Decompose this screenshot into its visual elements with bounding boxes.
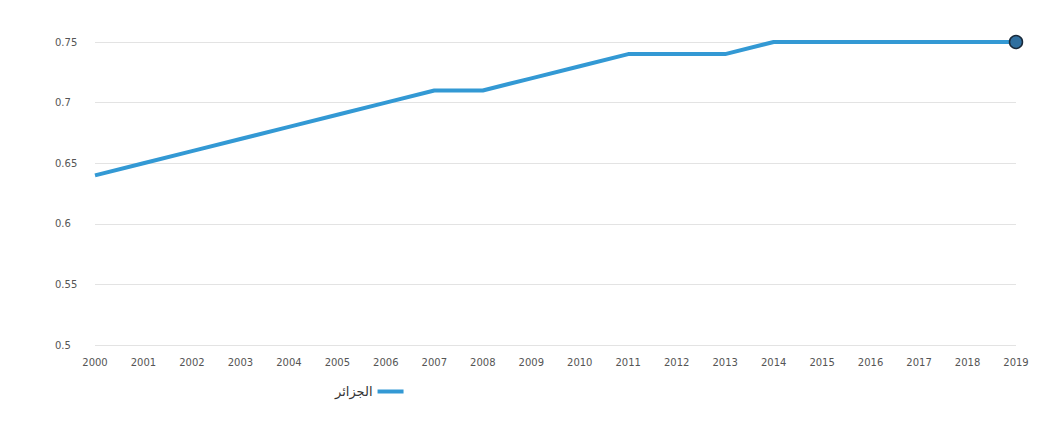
svg-text:2008: 2008 [470,357,495,368]
svg-text:2006: 2006 [373,357,398,368]
svg-text:2013: 2013 [712,357,737,368]
svg-text:0.55: 0.55 [55,279,77,290]
svg-text:0.6: 0.6 [55,218,71,229]
svg-text:2017: 2017 [906,357,931,368]
svg-text:2019: 2019 [1003,357,1028,368]
svg-text:2010: 2010 [567,357,592,368]
svg-text:2001: 2001 [131,357,156,368]
svg-text:0.5: 0.5 [55,340,71,351]
svg-text:2004: 2004 [276,357,301,368]
svg-text:2014: 2014 [761,357,786,368]
svg-text:0.65: 0.65 [55,158,77,169]
svg-text:0.7: 0.7 [55,97,71,108]
svg-text:2000: 2000 [82,357,107,368]
svg-text:2002: 2002 [179,357,204,368]
svg-text:2003: 2003 [228,357,253,368]
svg-text:الجزائر: الجزائر [334,384,373,400]
svg-text:2012: 2012 [664,357,689,368]
svg-text:2018: 2018 [955,357,980,368]
svg-text:2007: 2007 [422,357,447,368]
svg-text:2011: 2011 [615,357,640,368]
svg-text:2015: 2015 [809,357,834,368]
svg-text:2005: 2005 [325,357,350,368]
svg-text:0.75: 0.75 [55,37,77,48]
svg-text:2009: 2009 [519,357,544,368]
svg-text:2016: 2016 [858,357,883,368]
